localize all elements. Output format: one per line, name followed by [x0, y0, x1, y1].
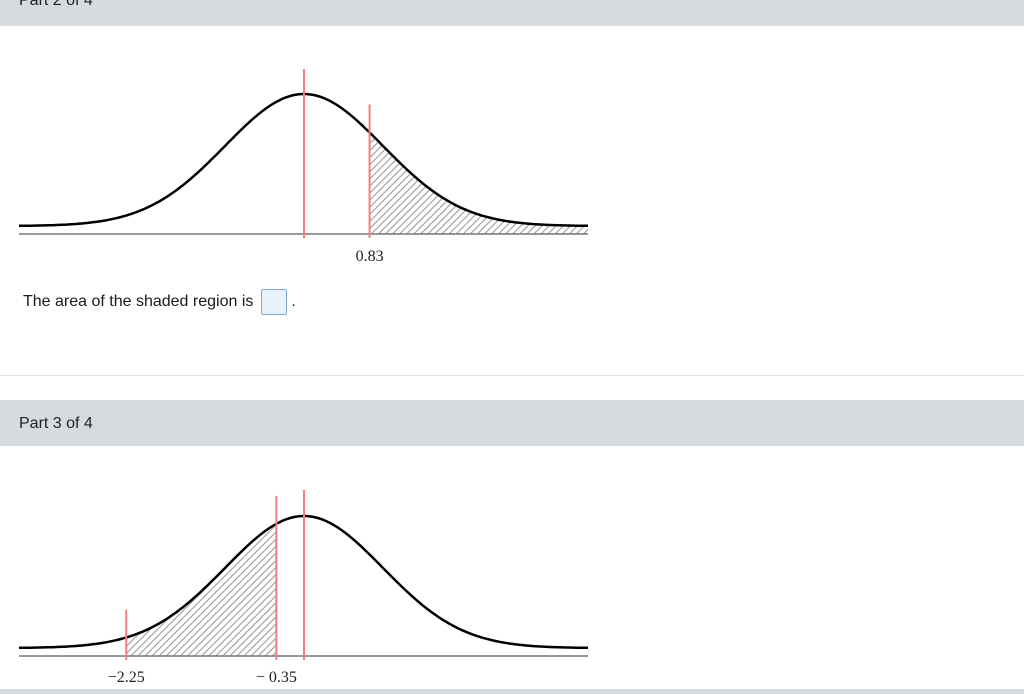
- period: .: [291, 293, 296, 310]
- part-3-header: Part 3 of 4: [0, 400, 1024, 446]
- shaded-region: [369, 132, 588, 234]
- part-2-header: Part 2 of 4: [0, 0, 1024, 26]
- question-text: The area of the shaded region is: [23, 293, 254, 310]
- z-value-label: − 0.35: [256, 669, 297, 686]
- part-2-title: Part 2 of 4: [19, 0, 93, 9]
- next-part-header-edge: [0, 689, 1024, 694]
- z-value-label: 0.83: [356, 248, 384, 265]
- normal-curve-graph-part-3: −2.25 − 0.35: [19, 490, 588, 686]
- shaded-area-answer-input[interactable]: [261, 289, 288, 315]
- part-3-title: Part 3 of 4: [19, 415, 93, 432]
- section-divider: [0, 375, 1024, 376]
- normal-curve-graph-part-2: 0.83: [19, 69, 588, 265]
- z-value-label: −2.25: [108, 669, 145, 686]
- shaded-region: [126, 523, 277, 656]
- question-row: The area of the shaded region is .: [23, 289, 296, 315]
